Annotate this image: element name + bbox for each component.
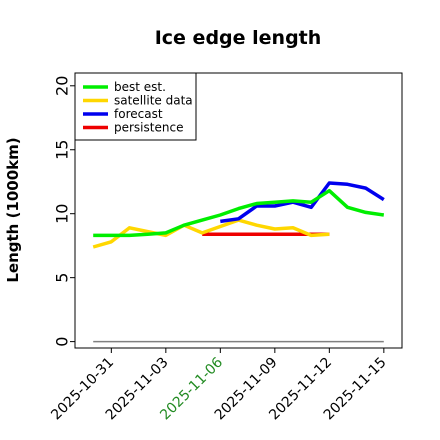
y-axis: 0 5 10 15 20: [53, 76, 75, 347]
y-tick-label: 0: [53, 337, 72, 347]
series-layer: [92, 181, 385, 343]
series-line-best-est: [93, 188, 385, 238]
y-axis-label: Length (1000km): [4, 137, 22, 282]
series-line-forecast: [220, 181, 385, 224]
y-tick-label: 5: [53, 273, 72, 283]
y-tick-label: 10: [53, 204, 72, 224]
legend-label-forecast: forecast: [114, 107, 163, 121]
legend-label-persistence: persistence: [114, 121, 183, 135]
y-tick-label: 15: [53, 140, 72, 160]
legend-label-satellite-data: satellite data: [114, 94, 193, 108]
legend: best est.satellite dataforecastpersisten…: [74, 72, 197, 141]
legend-items: best est.satellite dataforecastpersisten…: [83, 80, 193, 135]
plot-area: [74, 72, 403, 349]
series-line-satellite-data: [92, 218, 330, 249]
legend-label-best-est: best est.: [114, 80, 166, 94]
y-tick-label: 20: [53, 76, 72, 96]
chart-title: Ice edge length: [155, 27, 322, 49]
